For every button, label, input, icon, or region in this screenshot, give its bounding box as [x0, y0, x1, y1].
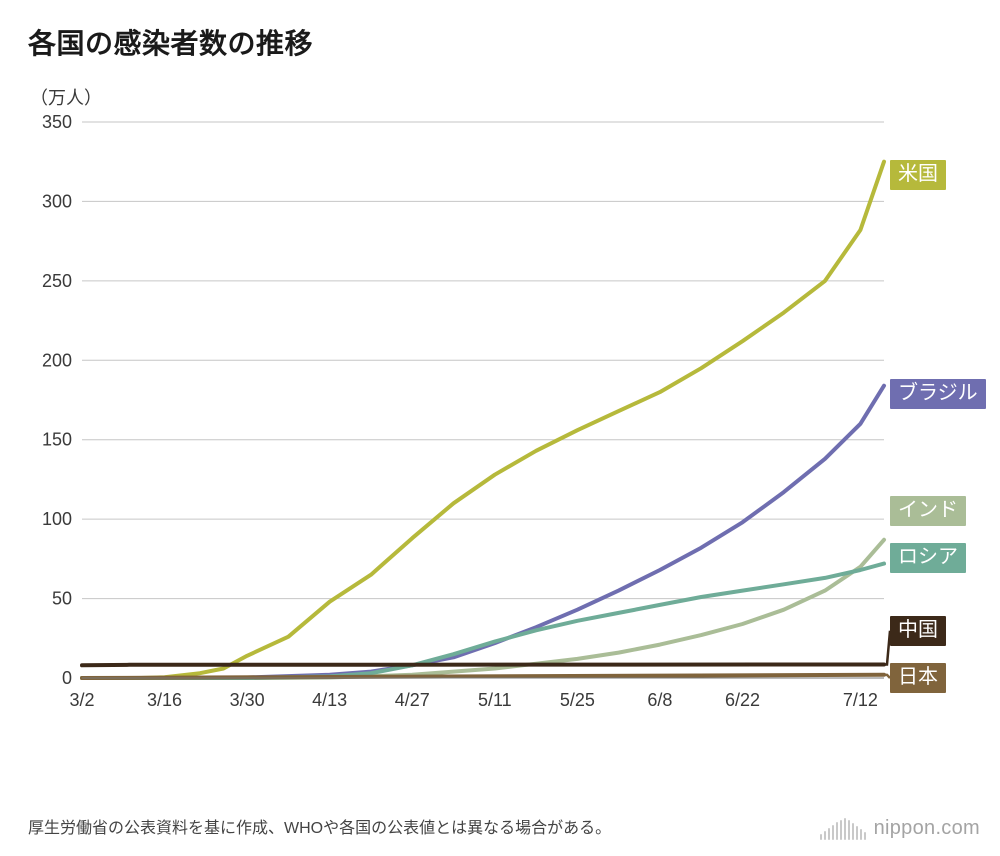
brand-bar [848, 820, 850, 840]
brand-bar [828, 828, 830, 840]
series-line [82, 162, 884, 678]
brand-bar [832, 825, 834, 840]
y-tick-label: 300 [42, 191, 72, 211]
brand-bar [864, 832, 866, 840]
chart-svg: 0 50 100 150 200 250 300 350 3/2 3/16 3/30 4/13 4/2… [28, 114, 980, 736]
chart-title: 各国の感染者数の推移 [28, 22, 980, 62]
x-tick-label: 5/11 [478, 690, 512, 710]
legend-label: ブラジル [890, 379, 986, 409]
x-tick-label: 3/2 [69, 690, 94, 710]
brand-bar [844, 818, 846, 840]
legend-label: 日本 [890, 663, 946, 693]
series-line [82, 386, 884, 678]
series-line [82, 564, 884, 678]
brand-logo: nippon.com [820, 817, 980, 840]
brand-bar [836, 822, 838, 840]
y-tick-label: 50 [52, 589, 72, 609]
brand-bar [840, 820, 842, 840]
chart-plot: 0 50 100 150 200 250 300 350 3/2 3/16 3/30 4/13 4/2… [28, 114, 980, 736]
y-tick-label: 350 [42, 112, 72, 132]
x-tick-label: 7/12 [843, 690, 878, 710]
series-line [82, 665, 884, 666]
y-axis-unit: （万人） [30, 84, 980, 110]
x-tick-label: 3/16 [147, 690, 182, 710]
brand-text-1: nippon [874, 817, 936, 839]
legend-label: 米国 [890, 160, 946, 190]
x-tick-label: 4/13 [312, 690, 347, 710]
x-tick-label: 5/25 [560, 690, 595, 710]
y-tick-label: 200 [42, 350, 72, 370]
brand-bar [852, 823, 854, 840]
brand-bar [860, 829, 862, 840]
chart-footnote: 厚生労働省の公表資料を基に作成、WHOや各国の公表値とは異なる場合がある。 [28, 817, 611, 840]
legend-label: 中国 [890, 616, 946, 646]
x-tick-label: 6/8 [647, 690, 672, 710]
x-tick-label: 3/30 [230, 690, 265, 710]
x-tick-label: 6/22 [725, 690, 760, 710]
y-tick-label: 100 [42, 509, 72, 529]
legend-label: ロシア [890, 543, 966, 573]
brand-text-2: .com [935, 817, 980, 839]
y-tick-label: 150 [42, 430, 72, 450]
x-tick-label: 4/27 [395, 690, 430, 710]
series-line [82, 540, 884, 678]
y-tick-label: 0 [62, 668, 72, 688]
brand-bar [820, 834, 822, 840]
legend-label: インド [890, 496, 966, 526]
brand-bar [824, 831, 826, 840]
y-tick-label: 250 [42, 271, 72, 291]
brand-bar [856, 826, 858, 840]
